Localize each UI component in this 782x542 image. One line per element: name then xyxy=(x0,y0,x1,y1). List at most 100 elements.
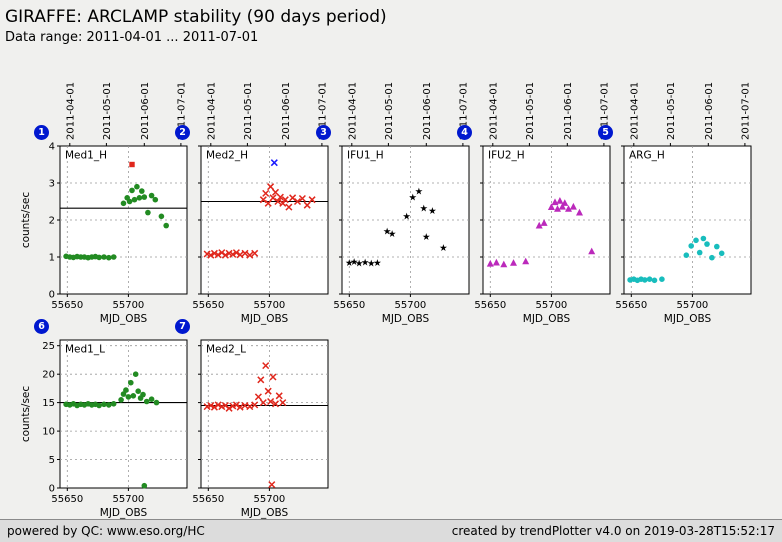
plot-number-badge[interactable]: 6 xyxy=(34,319,49,334)
svg-text:55700: 55700 xyxy=(112,300,144,311)
series-label: IFU1_H xyxy=(347,150,384,162)
plot-svg-med2_l: 55650 55700 MJD_OBS Med2_L xyxy=(192,339,329,519)
svg-text:55700: 55700 xyxy=(394,300,426,311)
svg-text:MJD_OBS: MJD_OBS xyxy=(382,313,430,325)
svg-text:15: 15 xyxy=(42,398,55,409)
svg-text:2011-05-01: 2011-05-01 xyxy=(102,82,113,140)
svg-text:2011-06-01: 2011-06-01 xyxy=(563,82,574,140)
svg-text:MJD_OBS: MJD_OBS xyxy=(523,313,571,325)
series-label-box xyxy=(62,342,107,355)
svg-text:★: ★ xyxy=(428,206,437,217)
svg-text:MJD_OBS: MJD_OBS xyxy=(664,313,712,325)
svg-text:★: ★ xyxy=(383,227,392,238)
svg-text:4: 4 xyxy=(49,142,55,153)
svg-text:2011-07-01: 2011-07-01 xyxy=(176,82,187,140)
plot-row-2: 6 0 5 10 15 20 25 55650 55700 MJD_OBS counts/sec Me… xyxy=(0,319,755,524)
plot-svg-arg_h: 55650 55700 MJD_OBS 2011-04-01 2011-05-01 201… xyxy=(615,82,752,325)
series-label: Med1_L xyxy=(65,344,105,356)
svg-text:55650: 55650 xyxy=(192,300,224,311)
svg-text:55650: 55650 xyxy=(615,300,647,311)
plot-number-badge[interactable]: 4 xyxy=(457,125,472,140)
svg-text:★: ★ xyxy=(402,212,411,223)
svg-text:2011-05-01: 2011-05-01 xyxy=(243,82,254,140)
plot-number-badge[interactable]: 1 xyxy=(34,125,49,140)
svg-text:2011-04-01: 2011-04-01 xyxy=(488,82,499,140)
series-label: Med2_L xyxy=(206,344,246,356)
svg-text:★: ★ xyxy=(367,259,376,270)
svg-text:★: ★ xyxy=(409,193,418,204)
svg-text:2011-07-01: 2011-07-01 xyxy=(599,82,610,140)
svg-text:10: 10 xyxy=(42,427,55,438)
svg-text:MJD_OBS: MJD_OBS xyxy=(241,507,289,519)
plot-svg-ifu2_h: 55650 55700 MJD_OBS 2011-04-01 2011-05-01 201… xyxy=(474,82,611,325)
svg-text:counts/sec: counts/sec xyxy=(20,386,32,443)
svg-text:0: 0 xyxy=(49,484,55,495)
date-range-subtitle: Data range: 2011-04-01 ... 2011-07-01 xyxy=(5,30,259,45)
svg-text:55700: 55700 xyxy=(676,300,708,311)
svg-text:★: ★ xyxy=(355,258,364,269)
series-label: Med2_H xyxy=(206,150,248,162)
series-label-box xyxy=(485,148,530,161)
page-header: GIRAFFE: ARCLAMP stability (90 days peri… xyxy=(0,0,782,45)
svg-text:2011-06-01: 2011-06-01 xyxy=(281,82,292,140)
svg-text:counts/sec: counts/sec xyxy=(20,192,32,249)
svg-text:★: ★ xyxy=(439,243,448,254)
svg-text:55650: 55650 xyxy=(474,300,506,311)
plot-number-badge[interactable]: 3 xyxy=(316,125,331,140)
series-label: ARG_H xyxy=(629,150,665,162)
series-label-box xyxy=(626,148,664,161)
svg-text:2011-04-01: 2011-04-01 xyxy=(65,82,76,140)
plot-svg-med1_h: 0 1 2 3 4 55650 55700 MJD_OBS counts/sec 2011-04-… xyxy=(20,82,188,325)
footer-powered-by-link[interactable]: powered by QC: www.eso.org/HC xyxy=(7,524,205,538)
svg-text:55700: 55700 xyxy=(535,300,567,311)
series-label-box xyxy=(203,148,248,161)
svg-text:MJD_OBS: MJD_OBS xyxy=(241,313,289,325)
chart-med2_l: 7 55650 55700 MJD_OBS Med2_L xyxy=(175,319,332,524)
svg-text:20: 20 xyxy=(42,370,55,381)
svg-text:55650: 55650 xyxy=(51,300,83,311)
chart-med2_h: 2 55650 55700 MJD_OBS 2011-04-01 2011-05-01 20… xyxy=(175,72,332,330)
svg-text:55650: 55650 xyxy=(192,494,224,505)
svg-text:2011-05-01: 2011-05-01 xyxy=(384,82,395,140)
svg-text:2011-07-01: 2011-07-01 xyxy=(740,82,751,140)
svg-text:2011-04-01: 2011-04-01 xyxy=(629,82,640,140)
plot-number-badge[interactable]: 7 xyxy=(175,319,190,334)
series-label: Med1_H xyxy=(65,150,107,162)
svg-text:1: 1 xyxy=(49,253,55,264)
svg-text:55700: 55700 xyxy=(112,494,144,505)
svg-text:★: ★ xyxy=(388,229,397,240)
svg-text:55700: 55700 xyxy=(253,494,285,505)
svg-text:55650: 55650 xyxy=(51,494,83,505)
svg-text:MJD_OBS: MJD_OBS xyxy=(100,507,148,519)
svg-text:2011-06-01: 2011-06-01 xyxy=(422,82,433,140)
svg-text:2011-05-01: 2011-05-01 xyxy=(666,82,677,140)
svg-text:MJD_OBS: MJD_OBS xyxy=(100,313,148,325)
svg-text:2011-04-01: 2011-04-01 xyxy=(347,82,358,140)
series-label-box xyxy=(203,342,248,355)
svg-text:★: ★ xyxy=(422,232,431,243)
plot-svg-med2_h: 55650 55700 MJD_OBS 2011-04-01 2011-05-01 201… xyxy=(192,82,329,325)
plot-row-1: 1 0 1 2 3 4 55650 55700 MJD_OBS counts/sec 2011-04… xyxy=(0,72,755,330)
svg-text:★: ★ xyxy=(415,187,424,198)
svg-text:2011-07-01: 2011-07-01 xyxy=(317,82,328,140)
chart-med1_l: 6 0 5 10 15 20 25 55650 55700 MJD_OBS counts/sec Me… xyxy=(18,319,191,524)
chart-arg_h: 5 55650 55700 MJD_OBS 2011-04-01 2011-05-01 20… xyxy=(598,72,755,330)
svg-text:55650: 55650 xyxy=(333,300,365,311)
svg-text:★: ★ xyxy=(345,258,354,269)
footer-created-by: created by trendPlotter v4.0 on 2019-03-… xyxy=(451,524,775,538)
svg-text:25: 25 xyxy=(42,341,55,352)
svg-text:0: 0 xyxy=(49,290,55,301)
plot-svg-ifu1_h: 55650 55700 MJD_OBS 2011-04-01 2011-05-01 201… xyxy=(333,82,470,325)
svg-text:★: ★ xyxy=(361,258,370,269)
svg-text:★: ★ xyxy=(420,204,429,215)
plot-number-badge[interactable]: 5 xyxy=(598,125,613,140)
svg-text:★: ★ xyxy=(373,258,382,269)
plot-number-badge[interactable]: 2 xyxy=(175,125,190,140)
svg-text:2: 2 xyxy=(49,216,55,227)
chart-med1_h: 1 0 1 2 3 4 55650 55700 MJD_OBS counts/sec 2011-04… xyxy=(18,72,191,330)
plots-area: 1 0 1 2 3 4 55650 55700 MJD_OBS counts/sec 2011-04… xyxy=(0,72,755,524)
svg-text:2011-04-01: 2011-04-01 xyxy=(206,82,217,140)
svg-text:55700: 55700 xyxy=(253,300,285,311)
series-label: IFU2_H xyxy=(488,150,525,162)
chart-ifu2_h: 4 55650 55700 MJD_OBS 2011-04-01 2011-05-01 20… xyxy=(457,72,614,330)
